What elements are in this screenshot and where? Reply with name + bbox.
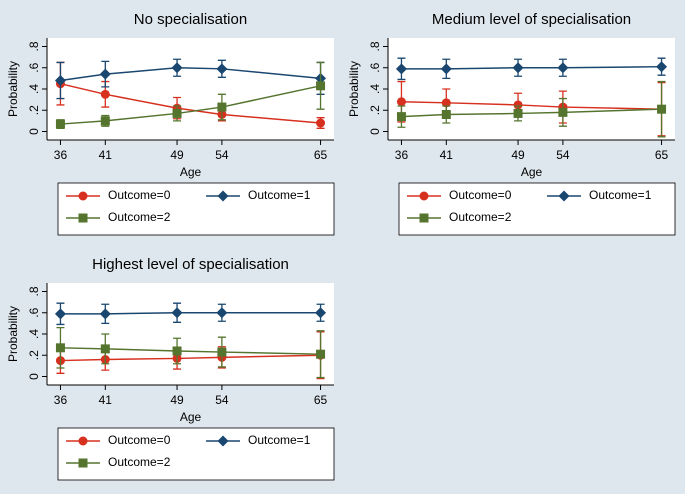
marker (512, 62, 524, 74)
y-tick-label: .6 (368, 62, 382, 72)
marker (217, 435, 229, 447)
marker (315, 307, 327, 319)
x-axis-title: Age (180, 165, 202, 179)
y-axis-title: Probability (347, 61, 361, 117)
plot-area (388, 38, 675, 140)
marker (441, 98, 451, 108)
marker (171, 62, 183, 74)
marker (78, 213, 88, 223)
y-tick-label: 0 (27, 373, 41, 380)
y-tick-label: .8 (368, 41, 382, 51)
marker (316, 118, 326, 128)
marker (513, 100, 523, 110)
marker (78, 436, 88, 446)
marker (99, 308, 111, 320)
marker (513, 108, 523, 118)
marker (656, 61, 668, 73)
marker (396, 112, 406, 122)
marker (216, 63, 228, 75)
marker (316, 349, 326, 359)
x-axis-title: Age (180, 410, 202, 424)
marker (316, 81, 326, 91)
y-tick-label: 0 (368, 128, 382, 135)
marker (172, 108, 182, 118)
y-tick-label: 0 (27, 128, 41, 135)
x-tick-label: 36 (395, 148, 409, 162)
y-tick-label: .4 (27, 329, 41, 339)
y-axis-title: Probability (6, 61, 20, 117)
y-tick-label: .6 (27, 307, 41, 317)
chart-title: Highest level of specialisation (92, 256, 289, 273)
y-tick-label: .2 (27, 105, 41, 115)
legend-label: Outcome=1 (248, 433, 311, 447)
chart-title: Medium level of specialisation (432, 11, 631, 28)
marker (419, 191, 429, 201)
y-tick-label: .4 (368, 84, 382, 94)
chart-title: No specialisation (134, 11, 247, 28)
x-tick-label: 41 (99, 148, 113, 162)
legend-label: Outcome=1 (248, 188, 311, 202)
x-tick-label: 41 (440, 148, 454, 162)
plot-area (47, 283, 334, 385)
legend (57, 182, 335, 236)
x-tick-label: 65 (314, 148, 328, 162)
y-tick-label: .8 (27, 41, 41, 51)
marker (100, 89, 110, 99)
marker (55, 119, 65, 129)
marker (100, 344, 110, 354)
x-tick-label: 54 (556, 148, 570, 162)
marker (419, 213, 429, 223)
marker (78, 191, 88, 201)
x-tick-label: 36 (54, 148, 68, 162)
x-tick-label: 36 (54, 393, 68, 407)
marker (395, 63, 407, 75)
legend (57, 427, 335, 481)
x-tick-label: 49 (170, 148, 184, 162)
y-tick-label: .8 (27, 286, 41, 296)
y-tick-label: .2 (368, 105, 382, 115)
x-tick-label: 54 (215, 393, 229, 407)
marker (396, 97, 406, 107)
legend-label: Outcome=0 (108, 433, 171, 447)
y-tick-label: .2 (27, 350, 41, 360)
legend-label: Outcome=2 (449, 210, 512, 224)
marker (558, 190, 570, 202)
marker (441, 110, 451, 119)
marker (99, 68, 111, 80)
x-tick-label: 49 (511, 148, 525, 162)
legend-label: Outcome=0 (108, 188, 171, 202)
marker (54, 308, 66, 320)
marker (172, 346, 182, 356)
marker (557, 62, 569, 74)
x-tick-label: 54 (215, 148, 229, 162)
marker (217, 102, 227, 112)
y-tick-label: .4 (27, 84, 41, 94)
marker (55, 343, 65, 353)
y-axis-title: Probability (6, 306, 20, 362)
legend-label: Outcome=1 (589, 188, 652, 202)
marker (217, 190, 229, 202)
marker (54, 75, 66, 86)
marker (217, 347, 227, 357)
marker (78, 458, 88, 468)
x-tick-label: 49 (170, 393, 184, 407)
legend-label: Outcome=0 (449, 188, 512, 202)
x-tick-label: 41 (99, 393, 113, 407)
y-tick-label: .6 (27, 62, 41, 72)
plot-area (47, 38, 334, 140)
marker (440, 63, 452, 75)
legend-label: Outcome=2 (108, 210, 171, 224)
x-tick-label: 65 (314, 393, 328, 407)
marker (216, 307, 228, 319)
x-tick-label: 65 (655, 148, 669, 162)
marker (558, 107, 568, 117)
x-axis-title: Age (521, 165, 543, 179)
marker (171, 307, 183, 319)
marker (657, 104, 667, 114)
legend (398, 182, 676, 236)
marker (100, 116, 110, 126)
legend-label: Outcome=2 (108, 455, 171, 469)
